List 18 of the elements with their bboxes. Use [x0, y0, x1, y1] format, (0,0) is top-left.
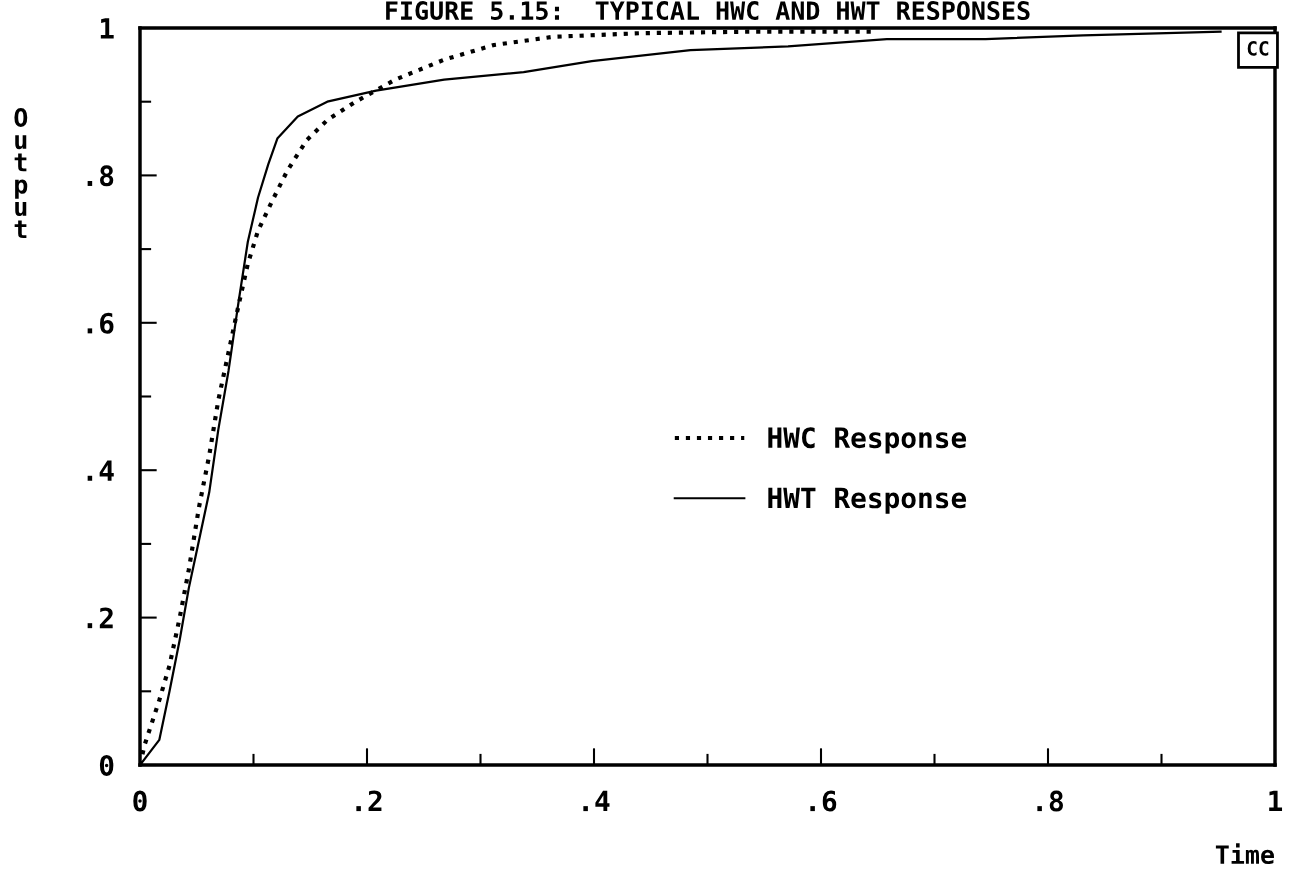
x-tick-label: 0 — [133, 790, 147, 812]
legend-label: HWT Response — [768, 487, 967, 514]
y-axis-title: O u t p u t — [14, 108, 28, 239]
y-tick-label: .4 — [87, 460, 114, 481]
y-tick-label: 0 — [99, 754, 114, 776]
annotation: CC — [1247, 41, 1269, 56]
y-tick-label: .2 — [87, 607, 113, 629]
legend-label: HWC Response — [768, 427, 967, 454]
x-tick-label: .6 — [810, 790, 837, 812]
chart-title: FIGURE 5.15: TYPICAL HWC AND HWT RESPONSES — [386, 1, 1030, 21]
x-tick-label: 1 — [1269, 790, 1283, 812]
x-tick-label: .4 — [583, 790, 610, 812]
y-tick-label: .8 — [87, 165, 114, 187]
x-tick-label: .2 — [356, 790, 382, 812]
y-tick-label: 1 — [100, 18, 114, 39]
x-axis-title: Time — [1215, 843, 1274, 865]
y-tick-label: .6 — [87, 312, 114, 334]
x-tick-label: .8 — [1037, 790, 1063, 812]
